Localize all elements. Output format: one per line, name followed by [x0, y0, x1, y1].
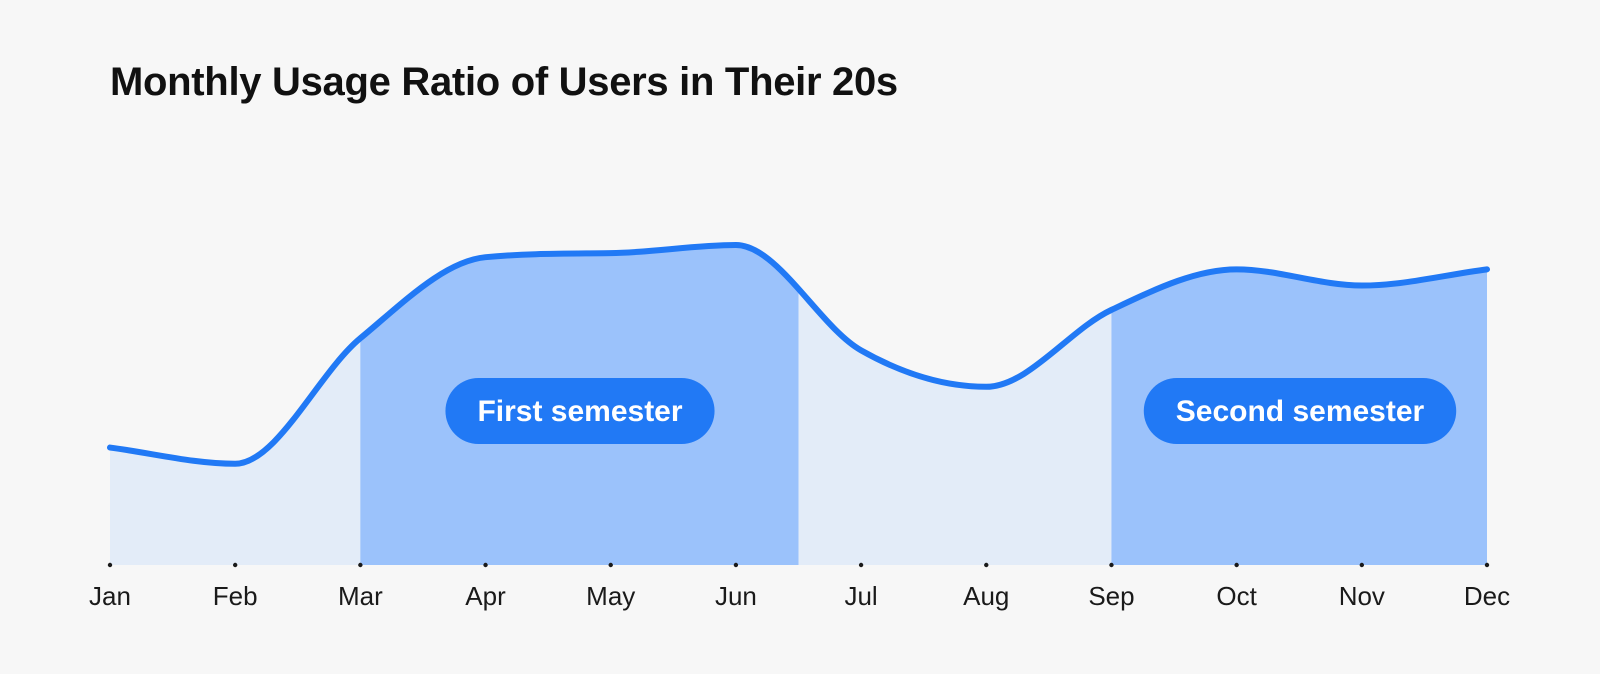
x-tick-mark: [984, 562, 989, 568]
x-tick-mark: [733, 562, 739, 568]
semester-pill: [445, 378, 715, 444]
x-tick-mark: [483, 562, 488, 568]
semester-label: First semester: [477, 395, 682, 428]
x-tick-label: Dec: [1464, 581, 1510, 611]
x-tick-mark: [858, 562, 864, 568]
semester-labels: First semester Second semester: [445, 378, 1457, 444]
x-tick-mark: [358, 562, 363, 568]
x-axis: Jan Feb Mar Apr May Jun Jul Aug Sep Oct Nov Dec: [89, 562, 1510, 611]
x-tick-label: Aug: [963, 581, 1009, 611]
x-tick-mark: [1359, 562, 1365, 568]
area-layer: [110, 245, 1487, 566]
x-tick-label: Jan: [89, 581, 131, 611]
x-tick-label: Feb: [213, 581, 258, 611]
x-tick-label: Nov: [1339, 581, 1385, 611]
semester-badge: Second semester: [1143, 378, 1457, 444]
x-tick-mark: [1109, 562, 1114, 568]
semester-pill: [1143, 378, 1457, 444]
semester-label: Second semester: [1176, 395, 1425, 428]
line-layer: [107, 242, 1490, 467]
x-tick-mark: [107, 562, 113, 568]
x-tick-label: Sep: [1088, 581, 1134, 611]
x-tick-label: Apr: [465, 581, 506, 611]
x-tick-mark: [608, 562, 613, 568]
x-tick-label: May: [586, 581, 635, 611]
x-tick-mark: [1484, 562, 1490, 568]
x-tick-label: Jun: [715, 581, 757, 611]
x-tick-label: Jul: [844, 581, 877, 611]
chart-title: Monthly Usage Ratio of Users in Their 20…: [110, 60, 898, 104]
semester-badge: First semester: [445, 378, 715, 444]
x-tick-label: Oct: [1216, 581, 1257, 611]
x-tick-label: Mar: [338, 581, 383, 611]
series-line: [107, 242, 1490, 467]
x-tick-mark: [1234, 562, 1239, 568]
x-tick-mark: [232, 562, 238, 568]
